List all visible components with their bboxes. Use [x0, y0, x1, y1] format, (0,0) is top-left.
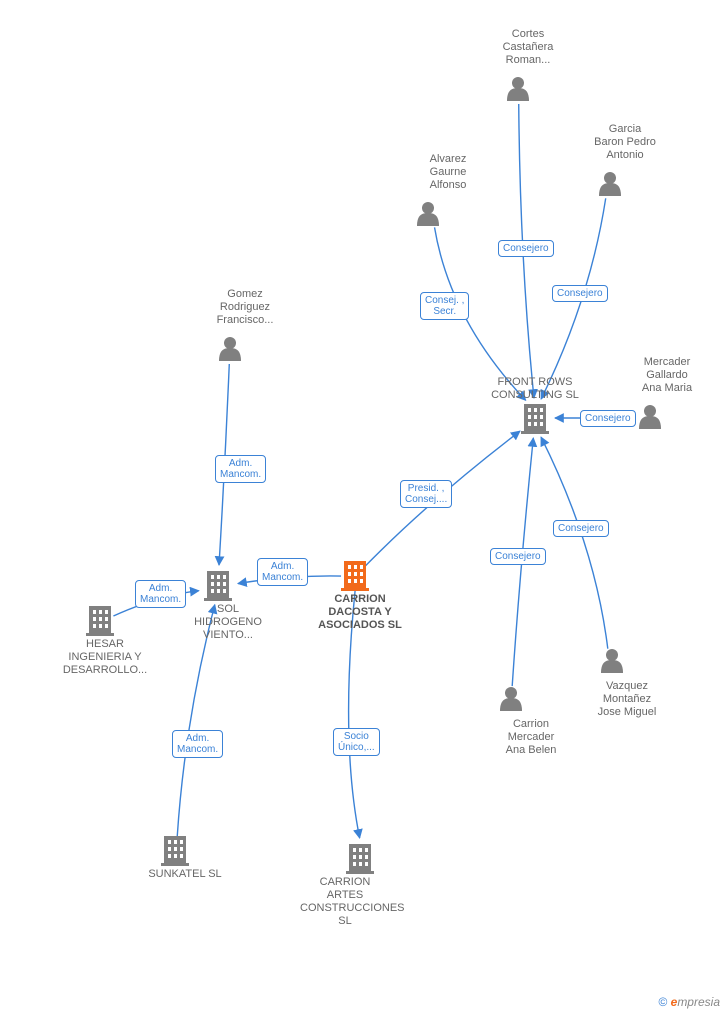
- edge-label-sunkatel-sol: Adm. Mancom.: [172, 730, 223, 758]
- edge-label-alvarez-frontrows: Consej. , Secr.: [420, 292, 469, 320]
- edge-label-mercader-frontrows: Consejero: [580, 410, 636, 427]
- node-label-garcia: Garcia Baron Pedro Antonio: [580, 123, 670, 162]
- copyright-symbol: ©: [658, 995, 667, 1009]
- node-label-frontrows: FRONT ROWS CONSULTING SL: [490, 376, 580, 402]
- person-icon: [599, 172, 621, 196]
- edge-label-garcia-frontrows: Consejero: [552, 285, 608, 302]
- node-label-gomez: Gomez Rodriguez Francisco...: [200, 288, 290, 327]
- company-node-frontrows: [521, 404, 549, 434]
- node-label-carrion: CARRION DACOSTA Y ASOCIADOS SL: [315, 593, 405, 632]
- node-label-cortes: Cortes Castañera Roman...: [483, 28, 573, 67]
- node-label-alvarez: Alvarez Gaurne Alfonso: [403, 153, 493, 192]
- company-node-sunkatel: [161, 836, 189, 866]
- building-icon: [521, 404, 549, 434]
- building-icon: [346, 844, 374, 874]
- person-icon: [507, 77, 529, 101]
- company-node-carrion: [341, 561, 369, 591]
- edge-vazquez-frontrows: [541, 437, 608, 649]
- company-node-sol: [204, 571, 232, 601]
- edge-label-cortes-frontrows: Consejero: [498, 240, 554, 257]
- person-icon: [601, 649, 623, 673]
- company-node-artes: [346, 844, 374, 874]
- person-node-cortes: [507, 77, 529, 101]
- edge-label-gomez-sol: Adm. Mancom.: [215, 455, 266, 483]
- building-icon: [86, 606, 114, 636]
- person-node-gomez: [219, 337, 241, 361]
- node-label-hesar: HESAR INGENIERIA Y DESARROLLO...: [60, 638, 150, 677]
- building-icon: [341, 561, 369, 591]
- edge-label-vazquez-frontrows: Consejero: [553, 520, 609, 537]
- person-node-vazquez: [601, 649, 623, 673]
- edge-label-carrion-frontrows: Presid. , Consej....: [400, 480, 452, 508]
- footer-credit: © empresia: [658, 995, 720, 1009]
- edge-label-carrion-artes: Socio Único,...: [333, 728, 380, 756]
- person-icon: [639, 405, 661, 429]
- edge-label-carrion-sol: Adm. Mancom.: [257, 558, 308, 586]
- edge-label-carrionp-frontrows: Consejero: [490, 548, 546, 565]
- brand-rest: mpresia: [677, 995, 720, 1009]
- person-icon: [500, 687, 522, 711]
- node-label-sol: SOL HIDROGENO VIENTO...: [183, 603, 273, 642]
- edge-label-hesar-sol: Adm. Mancom.: [135, 580, 186, 608]
- person-icon: [417, 202, 439, 226]
- node-label-carrionp: Carrion Mercader Ana Belen: [486, 718, 576, 757]
- person-node-garcia: [599, 172, 621, 196]
- person-node-mercader: [639, 405, 661, 429]
- person-node-alvarez: [417, 202, 439, 226]
- company-node-hesar: [86, 606, 114, 636]
- node-label-mercader: Mercader Gallardo Ana Maria: [622, 356, 712, 395]
- person-icon: [219, 337, 241, 361]
- person-node-carrionp: [500, 687, 522, 711]
- node-label-sunkatel: SUNKATEL SL: [140, 868, 230, 881]
- node-label-artes: CARRION ARTES CONSTRUCCIONES SL: [300, 876, 390, 928]
- building-icon: [161, 836, 189, 866]
- building-icon: [204, 571, 232, 601]
- node-label-vazquez: Vazquez Montañez Jose Miguel: [582, 680, 672, 719]
